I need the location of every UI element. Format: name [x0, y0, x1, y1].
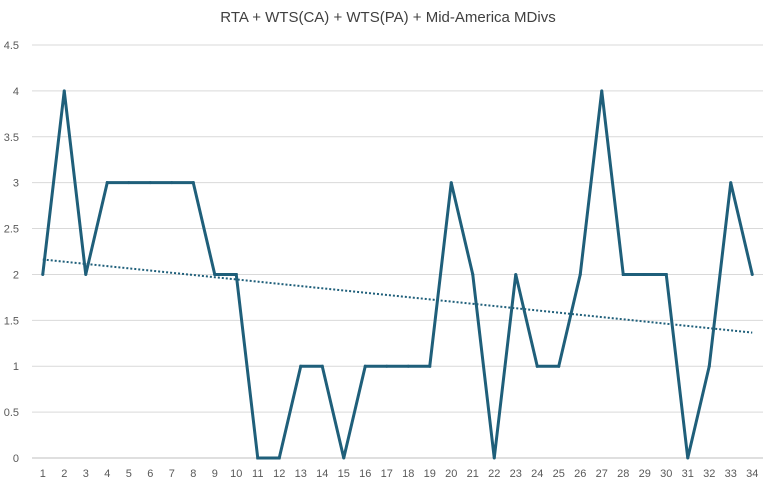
- x-tick-label: 13: [295, 468, 307, 480]
- x-tick-label: 18: [402, 468, 414, 480]
- data-point: [557, 364, 561, 368]
- x-tick-label: 23: [510, 468, 522, 480]
- trendline-layer: [42, 258, 753, 334]
- data-point: [62, 89, 66, 93]
- x-tick-label: 9: [212, 468, 218, 480]
- x-tick-label: 31: [682, 468, 694, 480]
- x-tick-label: 15: [338, 468, 350, 480]
- x-tick-label: 10: [230, 468, 242, 480]
- data-point: [428, 364, 432, 368]
- y-tick-label: 3.5: [4, 132, 19, 144]
- x-tick-label: 16: [359, 468, 371, 480]
- data-point: [41, 272, 45, 276]
- y-tick-label: 0.5: [4, 407, 19, 419]
- y-tick-label: 4: [13, 86, 19, 98]
- y-tick-label: 1.5: [4, 315, 19, 327]
- x-tick-label: 30: [660, 468, 672, 480]
- x-tick-label: 24: [531, 468, 543, 480]
- x-tick-label: 19: [424, 468, 436, 480]
- y-tick-label: 1: [13, 361, 19, 373]
- x-tick-label: 8: [190, 468, 196, 480]
- data-point: [299, 364, 303, 368]
- x-tick-label: 26: [574, 468, 586, 480]
- data-point: [578, 272, 582, 276]
- data-point: [127, 181, 131, 185]
- x-tick-label: 2: [61, 468, 67, 480]
- x-tick-label: 34: [746, 468, 758, 480]
- x-axis-ticks: 1 2 3 4 5 6 7 8 9 10 11 12 13 14 15 16 17 18 19 20 21 22 23 24 2…: [40, 468, 759, 480]
- data-point: [406, 364, 410, 368]
- x-tick-label: 1: [40, 468, 46, 480]
- x-tick-label: 14: [316, 468, 328, 480]
- data-point: [514, 272, 518, 276]
- data-point: [664, 272, 668, 276]
- x-tick-label: 33: [725, 468, 737, 480]
- data-point: [471, 272, 475, 276]
- x-tick-label: 6: [147, 468, 153, 480]
- data-point: [105, 181, 109, 185]
- x-tick-label: 4: [104, 468, 110, 480]
- chart-title: RTA + WTS(CA) + WTS(PA) + Mid-America MD…: [220, 9, 556, 26]
- data-point: [707, 364, 711, 368]
- x-tick-label: 12: [273, 468, 285, 480]
- series-layer: [41, 89, 754, 460]
- data-point: [191, 181, 195, 185]
- x-tick-label: 32: [703, 468, 715, 480]
- data-point: [621, 272, 625, 276]
- y-tick-label: 2.5: [4, 224, 19, 236]
- data-point: [600, 89, 604, 93]
- data-point: [535, 364, 539, 368]
- y-tick-label: 3: [13, 178, 19, 190]
- data-point: [492, 456, 496, 460]
- y-tick-label: 4.5: [4, 40, 19, 52]
- x-tick-label: 3: [83, 468, 89, 480]
- data-point: [256, 456, 260, 460]
- series-line: [41, 90, 754, 460]
- gridlines: [32, 44, 763, 459]
- data-point: [363, 364, 367, 368]
- x-tick-label: 7: [169, 468, 175, 480]
- data-point: [234, 272, 238, 276]
- y-tick-label: 0: [13, 453, 19, 465]
- data-point: [342, 456, 346, 460]
- x-tick-label: 20: [445, 468, 457, 480]
- data-point: [385, 364, 389, 368]
- data-point: [750, 272, 754, 276]
- y-tick-label: 2: [13, 269, 19, 281]
- data-point: [148, 181, 152, 185]
- x-tick-label: 27: [596, 468, 608, 480]
- x-tick-label: 21: [467, 468, 479, 480]
- x-tick-label: 29: [639, 468, 651, 480]
- data-point: [170, 181, 174, 185]
- data-point: [277, 456, 281, 460]
- x-tick-label: 5: [126, 468, 132, 480]
- x-tick-label: 22: [488, 468, 500, 480]
- data-point: [686, 456, 690, 460]
- data-point: [320, 364, 324, 368]
- trendline: [42, 258, 753, 334]
- data-point: [643, 272, 647, 276]
- x-tick-label: 28: [617, 468, 629, 480]
- data-point: [449, 181, 453, 185]
- data-point: [213, 272, 217, 276]
- x-tick-label: 25: [553, 468, 565, 480]
- y-axis-ticks: 0 0.5 1 1.5 2 2.5 3 3.5 4 4.5: [4, 40, 19, 465]
- x-tick-label: 17: [381, 468, 393, 480]
- data-point: [729, 181, 733, 185]
- data-point: [84, 272, 88, 276]
- x-tick-label: 11: [252, 468, 263, 480]
